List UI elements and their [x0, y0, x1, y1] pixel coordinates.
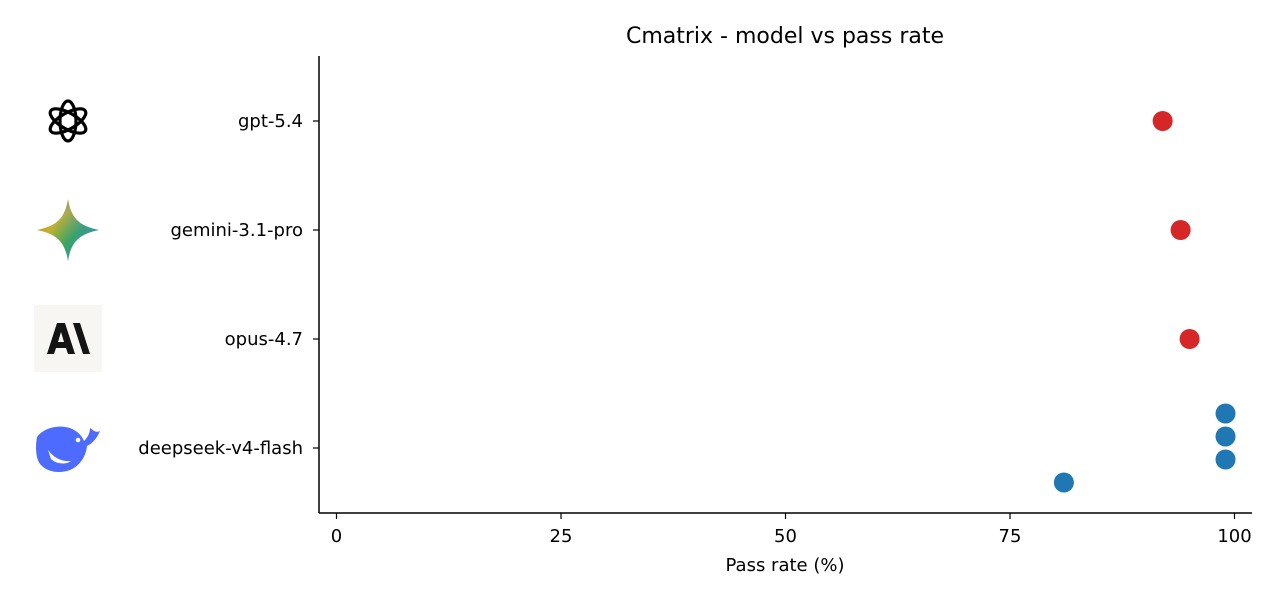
openai-logo-icon — [48, 99, 88, 143]
data-point — [1215, 403, 1236, 424]
x-tick-label: 100 — [1217, 526, 1251, 547]
x-tick-label: 25 — [550, 526, 573, 547]
x-axis-label: Pass rate (%) — [726, 555, 845, 576]
data-point — [1053, 472, 1074, 493]
y-tick-label: deepseek-v4-flash — [138, 438, 303, 459]
data-point — [1152, 111, 1173, 131]
y-tick-label: gpt-5.4 — [238, 111, 303, 132]
y-tick-label: gemini-3.1-pro — [170, 220, 303, 241]
x-tick-label: 75 — [999, 526, 1022, 547]
data-point — [1215, 449, 1236, 470]
gemini-logo-icon — [37, 199, 99, 261]
data-point — [1215, 426, 1236, 447]
x-tick-label: 0 — [331, 526, 342, 547]
data-point — [1170, 220, 1191, 240]
y-tick-label: opus-4.7 — [225, 329, 303, 350]
data-point — [1179, 329, 1200, 349]
chart-title: Cmatrix - model vs pass rate — [626, 24, 944, 49]
anthropic-logo-icon — [34, 305, 102, 372]
deepseek-logo-icon — [36, 426, 100, 473]
x-tick-label: 50 — [774, 526, 797, 547]
